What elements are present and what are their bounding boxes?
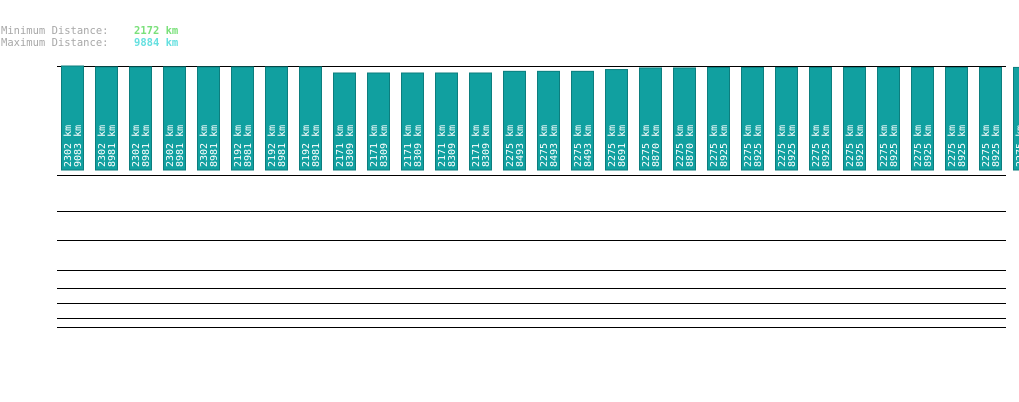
bar-16: [571, 70, 594, 171]
bar-min-label-27: 2275 km: [947, 125, 958, 167]
bar-min-label-21: 2275 km: [743, 125, 754, 167]
bar-11: [401, 72, 424, 171]
bar-5: [197, 66, 220, 171]
bar-9: [333, 72, 356, 171]
bar-min-label-4: 2302 km: [165, 125, 176, 167]
bar-22: [775, 66, 798, 171]
min-distance-value: 2172 km: [134, 25, 179, 37]
min-distance-label: Minimum Distance:: [1, 25, 109, 37]
bar-max-label-5: 8981 km: [209, 125, 220, 167]
bar-10: [367, 72, 390, 171]
bar-19: [673, 67, 696, 171]
bar-12: [435, 72, 458, 171]
bar-max-label-20: 8925 km: [719, 125, 730, 167]
bar-23: [809, 66, 832, 171]
bar-28: [979, 66, 1002, 171]
bar-24: [843, 66, 866, 171]
bar-max-label-21: 8925 km: [753, 125, 764, 167]
bar-max-label-12: 8309 km: [447, 125, 458, 167]
bar-1: [61, 65, 84, 171]
bar-min-label-14: 2275 km: [505, 125, 516, 167]
bar-min-label-18: 2275 km: [641, 125, 652, 167]
bar-max-label-17: 8691 km: [617, 125, 628, 167]
bar-min-label-12: 2171 km: [437, 125, 448, 167]
distance-summary: Minimum Distance: 2172 km Maximum Distan…: [1, 25, 178, 49]
bar-max-label-9: 8309 km: [345, 125, 356, 167]
bar-max-label-3: 8981 km: [141, 125, 152, 167]
bar-15: [537, 70, 560, 171]
bar-max-label-22: 8925 km: [787, 125, 798, 167]
bar-max-label-23: 8925 km: [821, 125, 832, 167]
bar-min-label-3: 2302 km: [131, 125, 142, 167]
bar-max-label-8: 8981 km: [311, 125, 322, 167]
bar-14: [503, 70, 526, 171]
bar-min-label-13: 2171 km: [471, 125, 482, 167]
bar-min-label-29: 2275 km: [1015, 125, 1019, 167]
bar-6: [231, 66, 254, 171]
bar-min-label-23: 2275 km: [811, 125, 822, 167]
bar-max-label-6: 8981 km: [243, 125, 254, 167]
bar-7: [265, 66, 288, 171]
bar-min-label-24: 2275 km: [845, 125, 856, 167]
bar-min-label-20: 2275 km: [709, 125, 720, 167]
bar-max-label-24: 8925 km: [855, 125, 866, 167]
bar-max-label-1: 9083 km: [73, 125, 84, 167]
bar-26: [911, 66, 934, 171]
bar-max-label-28: 8925 km: [991, 125, 1002, 167]
min-distance-row: Minimum Distance: 2172 km: [1, 25, 178, 37]
bar-min-label-19: 2275 km: [675, 125, 686, 167]
bar-max-label-11: 8309 km: [413, 125, 424, 167]
bar-max-label-19: 8870 km: [685, 125, 696, 167]
bar-max-label-10: 8309 km: [379, 125, 390, 167]
max-distance-value: 9884 km: [134, 37, 179, 49]
bar-min-label-26: 2275 km: [913, 125, 924, 167]
bar-max-label-15: 8493 km: [549, 125, 560, 167]
bar-29: [1013, 66, 1019, 171]
bar-max-label-25: 8925 km: [889, 125, 900, 167]
bar-3: [129, 66, 152, 171]
bar-max-label-16: 8493 km: [583, 125, 594, 167]
bar-min-label-8: 2192 km: [301, 125, 312, 167]
bar-max-label-14: 8493 km: [515, 125, 526, 167]
bar-25: [877, 66, 900, 171]
bar-4: [163, 66, 186, 171]
bar-13: [469, 72, 492, 171]
bar-min-label-9: 2171 km: [335, 125, 346, 167]
bar-min-label-6: 2192 km: [233, 125, 244, 167]
bar-17: [605, 69, 628, 171]
bar-max-label-26: 8925 km: [923, 125, 934, 167]
bar-max-label-27: 8925 km: [957, 125, 968, 167]
bar-min-label-22: 2275 km: [777, 125, 788, 167]
bar-min-label-2: 2302 km: [97, 125, 108, 167]
bar-max-label-7: 8981 km: [277, 125, 288, 167]
bar-min-label-16: 2275 km: [573, 125, 584, 167]
bar-20: [707, 66, 730, 171]
bar-21: [741, 66, 764, 171]
bar-max-label-4: 8981 km: [175, 125, 186, 167]
bar-max-label-13: 8309 km: [481, 125, 492, 167]
bar-2: [95, 66, 118, 171]
bar-27: [945, 66, 968, 171]
bar-min-label-5: 2302 km: [199, 125, 210, 167]
bar-min-label-15: 2275 km: [539, 125, 550, 167]
max-distance-label: Maximum Distance:: [1, 37, 109, 49]
bar-min-label-1: 2302 km: [63, 125, 74, 167]
max-distance-row: Maximum Distance: 9884 km: [1, 37, 178, 49]
bar-min-label-28: 2275 km: [981, 125, 992, 167]
bar-min-label-25: 2275 km: [879, 125, 890, 167]
bar-18: [639, 67, 662, 171]
bar-min-label-17: 2275 km: [607, 125, 618, 167]
bar-min-label-10: 2171 km: [369, 125, 380, 167]
bar-max-label-2: 8981 km: [107, 125, 118, 167]
bar-8: [299, 66, 322, 171]
bar-min-label-7: 2192 km: [267, 125, 278, 167]
bar-max-label-18: 8870 km: [651, 125, 662, 167]
bar-min-label-11: 2171 km: [403, 125, 414, 167]
